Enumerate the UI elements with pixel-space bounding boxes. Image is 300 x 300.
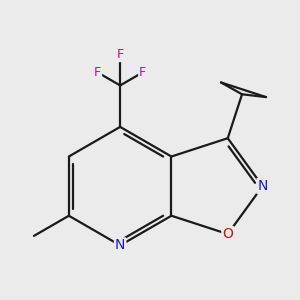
Text: F: F: [117, 48, 124, 61]
Text: N: N: [257, 179, 268, 193]
Text: F: F: [139, 66, 146, 79]
Text: N: N: [115, 238, 125, 252]
Text: O: O: [222, 227, 233, 241]
Text: F: F: [94, 66, 101, 79]
